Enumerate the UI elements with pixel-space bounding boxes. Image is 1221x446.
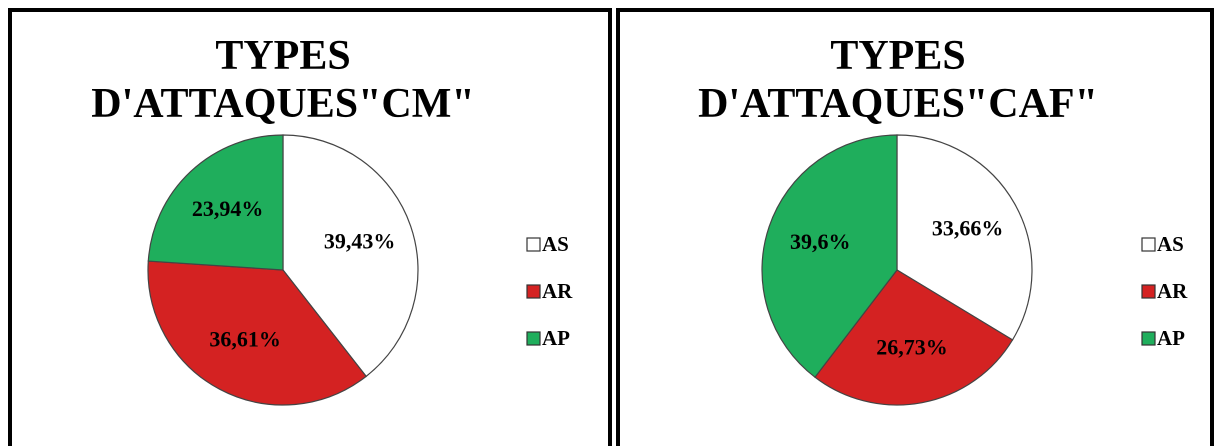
data-label: 39,43% xyxy=(324,229,396,254)
legend-label: AP xyxy=(1157,326,1185,350)
data-label: 39,6% xyxy=(790,229,851,254)
legend-label: AR xyxy=(542,279,573,303)
panel-frame xyxy=(616,8,1214,446)
legend-label: AP xyxy=(542,326,570,350)
pie-slice xyxy=(147,260,368,406)
pie-slice xyxy=(147,134,284,271)
legend-swatch xyxy=(526,331,541,346)
legend-label: AS xyxy=(1157,232,1184,256)
data-label: 33,66% xyxy=(932,215,1004,240)
pie-slice xyxy=(814,269,1014,406)
legend-swatch xyxy=(1141,237,1156,252)
panel-frame xyxy=(8,8,612,446)
pie-slice xyxy=(896,134,1033,341)
chart-title: TYPES D'ATTAQUES"CM" xyxy=(91,33,475,127)
legend-label: AR xyxy=(1157,279,1188,303)
data-label: 23,94% xyxy=(192,196,264,221)
pie-slice xyxy=(761,134,898,379)
legend-swatch xyxy=(1141,331,1156,346)
legend-swatch xyxy=(1141,284,1156,299)
data-label: 26,73% xyxy=(876,335,948,360)
legend-swatch xyxy=(526,284,541,299)
legend-label: AS xyxy=(542,232,569,256)
chart-title: TYPES D'ATTAQUES"CAF" xyxy=(698,33,1098,127)
legend-swatch xyxy=(526,237,541,252)
pie-slice xyxy=(282,134,419,378)
data-label: 36,61% xyxy=(209,327,281,352)
